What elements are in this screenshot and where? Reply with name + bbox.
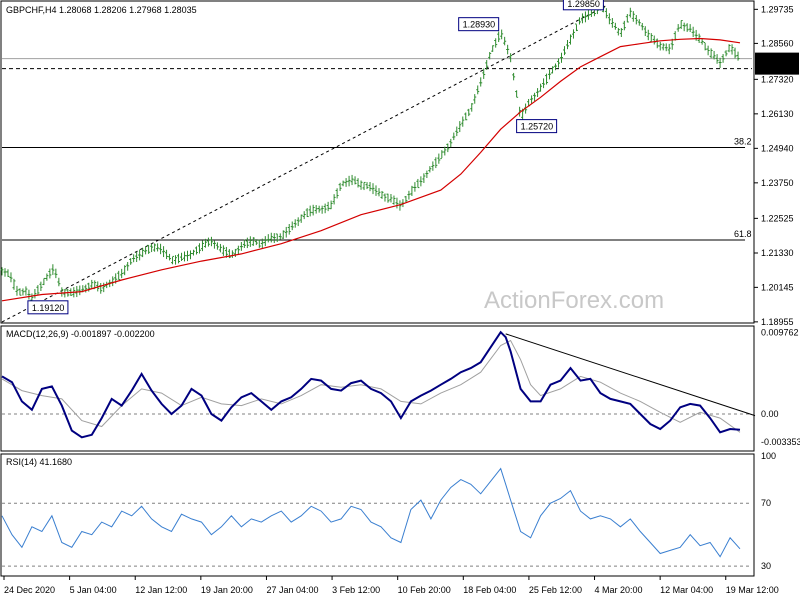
x-tick-label: 12 Mar 04:00 [660,585,713,595]
watermark-text: ActionForex.com [484,287,664,314]
macd-trendline [505,333,756,417]
rsi-layer [1,467,752,567]
rsi-line [1,467,741,558]
rsi-y-tick-label: 100 [761,451,776,461]
price-y-tick-label: 1.28560 [761,38,794,48]
x-tick-label: 12 Jan 12:00 [135,585,187,595]
annotation-label-1.29850: 1.29850 [567,0,600,9]
current-price-tag-label: 1.28035 [759,54,792,64]
annotation-label-1.25720: 1.25720 [521,122,554,132]
price-y-tick-label: 1.21330 [761,248,794,258]
fib-label-38.2: 38.2 [734,136,752,146]
macd-line [1,330,741,439]
price-y-tick-label: 1.22525 [761,213,794,223]
price-y-tick-label: 1.24940 [761,143,794,153]
price-y-tick-label: 1.29735 [761,4,794,14]
macd-y-tick-label: 0.009762 [761,327,799,337]
annotation-box-1.25720 [516,119,558,134]
rsi-y-tick-label: 70 [761,498,771,508]
annotation-box-1.29850 [562,0,604,11]
price-layer: 38.2 61.8 1.19120 1.28930 1.25720 1.29850 [0,0,752,323]
fib-label-61.8: 61.8 [734,229,752,239]
x-tick-label: 5 Jan 04:00 [70,585,117,595]
chart-title: GBPCHF,H4 1.28068 1.28206 1.27968 1.2803… [6,5,197,15]
macd-label: MACD(12,26,9) -0.001897 -0.002200 [6,329,155,339]
annotation-box-1.28930 [458,17,500,32]
x-tick-label: 24 Dec 2020 [4,585,55,595]
price-y-tick-label: 1.18955 [761,317,794,327]
macd-layer [1,330,756,439]
macd-y-tick-label: 0.00 [761,409,779,419]
price-y-tick-label: 1.26130 [761,109,794,119]
rsi-panel-frame [0,453,755,577]
price-y-tick-label: 1.23750 [761,178,794,188]
horizontal-level-tag-box [755,62,799,75]
x-tick-label: 19 Mar 12:00 [726,585,779,595]
annotation-label-1.19120: 1.19120 [32,303,65,313]
x-tick-label: 19 Jan 20:00 [201,585,253,595]
price-panel-frame [0,0,755,324]
macd-y-tick-label: -0.003353 [761,437,800,447]
horizontal-level-tag-label: 1.27690 [759,64,792,74]
x-tick-label: 4 Mar 20:00 [595,585,643,595]
moving-average-line [1,37,741,302]
annotation-box-1.19120 [27,300,69,315]
x-tick-label: 27 Jan 04:00 [266,585,318,595]
price-y-tick-label: 1.20145 [761,282,794,292]
current-price-tag-box [755,52,799,65]
macd-signal-line [1,339,741,433]
x-tick-label: 3 Feb 12:00 [332,585,380,595]
axis-layer: 1.29735 1.28560 1.27320 1.26130 1.24940 1.237… [3,4,800,595]
annotation-label-1.28930: 1.28930 [463,20,496,30]
x-tick-label: 10 Feb 20:00 [398,585,451,595]
x-tick-label: 25 Feb 12:00 [529,585,582,595]
rsi-label: RSI(14) 41.1680 [6,457,72,467]
price-y-tick-label: 1.27320 [761,74,794,84]
rsi-y-tick-label: 30 [761,561,771,571]
x-tick-label: 18 Feb 04:00 [463,585,516,595]
